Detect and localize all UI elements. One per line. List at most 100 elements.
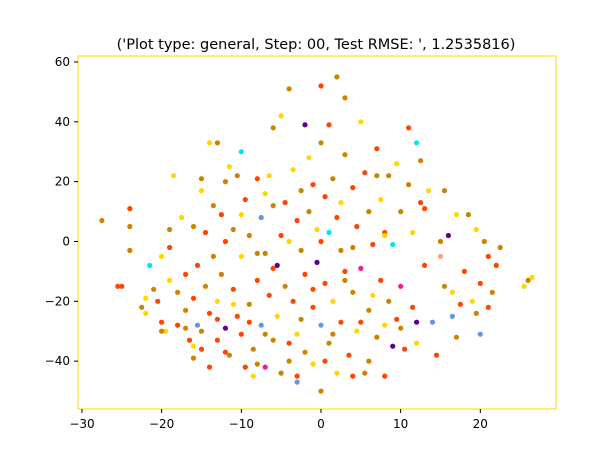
data-point — [330, 298, 336, 304]
data-point — [418, 200, 424, 206]
data-point — [298, 247, 304, 253]
data-point — [318, 83, 324, 89]
x-tick-label: −20 — [149, 417, 174, 431]
data-point — [354, 328, 360, 334]
data-point — [294, 217, 300, 224]
data-point — [390, 343, 396, 349]
data-point — [334, 214, 340, 221]
data-point — [354, 223, 360, 230]
data-point — [167, 244, 173, 251]
data-point — [159, 319, 165, 325]
y-tick-label: 40 — [55, 115, 70, 129]
data-point — [350, 289, 356, 295]
data-point — [334, 370, 340, 376]
axes-frame — [77, 55, 557, 410]
data-point — [429, 319, 436, 325]
data-point — [262, 250, 268, 256]
data-point — [278, 232, 284, 239]
data-point — [306, 209, 312, 215]
data-point — [322, 280, 328, 286]
data-point — [262, 191, 268, 197]
data-point — [366, 307, 372, 313]
data-point — [342, 277, 348, 283]
data-point — [433, 352, 440, 358]
x-tick-label: 10 — [393, 417, 408, 431]
data-point — [127, 223, 133, 230]
data-point — [346, 352, 352, 358]
data-point — [242, 197, 248, 203]
data-point — [366, 209, 372, 215]
data-point — [163, 328, 169, 334]
data-point — [302, 122, 308, 128]
data-point — [394, 161, 400, 167]
data-point — [302, 271, 308, 277]
data-point — [119, 283, 125, 289]
data-point — [159, 253, 165, 259]
data-point — [222, 325, 228, 331]
y-tick-label: 0 — [62, 234, 70, 248]
data-point — [258, 322, 264, 328]
data-point — [278, 370, 284, 376]
data-point — [457, 301, 463, 307]
data-point — [318, 322, 324, 328]
data-point — [214, 316, 220, 322]
data-point — [127, 247, 133, 253]
data-point — [362, 170, 368, 176]
data-point — [99, 217, 105, 224]
data-point — [294, 373, 300, 379]
data-point — [230, 301, 236, 307]
x-tick-label: −30 — [69, 417, 94, 431]
data-point — [266, 173, 272, 179]
data-point — [206, 310, 213, 316]
x-tick-label: −10 — [229, 417, 254, 431]
data-point — [238, 149, 244, 155]
data-point — [290, 167, 296, 173]
data-point — [382, 232, 388, 239]
data-point — [414, 319, 420, 325]
data-point — [374, 334, 380, 340]
data-point — [190, 355, 197, 361]
data-point — [202, 283, 209, 289]
data-point — [190, 223, 197, 230]
x-tick-label: 20 — [473, 417, 488, 431]
data-point — [477, 280, 483, 286]
data-point — [294, 331, 300, 337]
data-point — [167, 277, 173, 283]
data-point — [310, 286, 316, 292]
data-point — [485, 304, 491, 310]
data-point — [175, 322, 181, 328]
data-point — [290, 298, 296, 304]
data-point — [422, 262, 428, 268]
data-point — [143, 310, 149, 316]
data-point — [183, 271, 189, 277]
data-point — [218, 271, 224, 277]
data-point — [310, 182, 316, 188]
data-point — [206, 364, 213, 370]
data-point — [529, 274, 535, 280]
data-point — [202, 229, 209, 236]
data-point — [398, 209, 404, 215]
data-point — [326, 122, 332, 128]
y-tick-label: 20 — [55, 175, 70, 189]
data-point — [190, 295, 197, 301]
data-point — [477, 331, 483, 337]
data-point — [246, 232, 252, 239]
data-point — [294, 379, 300, 385]
data-point — [330, 176, 336, 182]
data-point — [338, 200, 344, 206]
data-point — [414, 140, 420, 146]
data-point — [414, 340, 420, 346]
x-axis: −30 −20 −10 0 10 20 — [69, 409, 488, 431]
data-point — [286, 340, 292, 346]
data-point — [198, 328, 205, 334]
data-point — [378, 197, 384, 203]
data-point — [254, 277, 260, 283]
data-point — [183, 307, 189, 313]
data-point — [254, 250, 260, 256]
data-point — [489, 289, 495, 295]
data-point — [330, 331, 336, 337]
data-point — [334, 74, 340, 80]
data-point — [382, 322, 388, 328]
data-point — [254, 176, 260, 182]
